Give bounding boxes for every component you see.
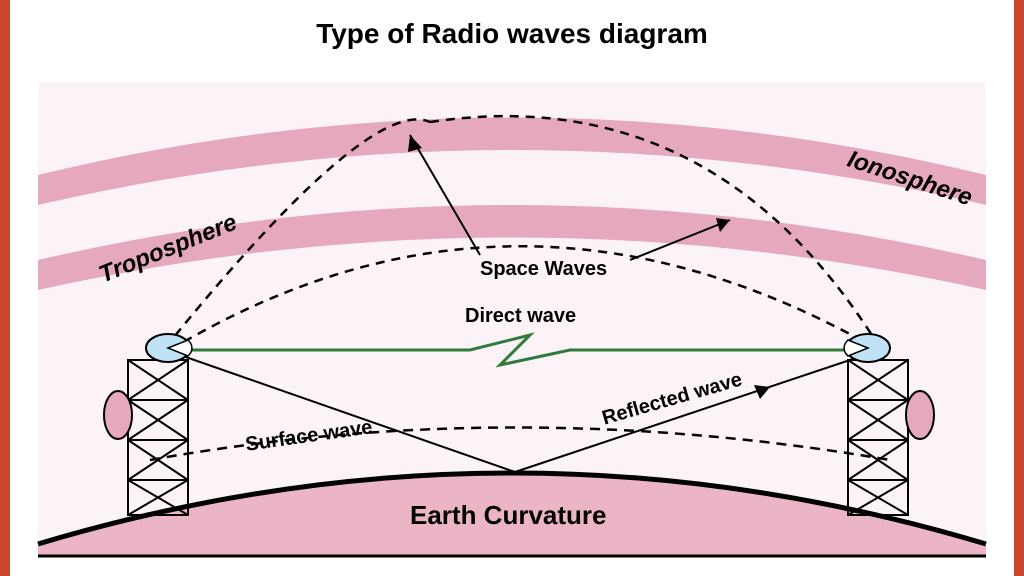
left-border [0,0,10,576]
label-earth-curvature: Earth Curvature [410,500,607,531]
side-antenna-left [104,391,132,439]
side-antenna-right [906,391,934,439]
diagram-canvas: Type of Radio waves diagram Diagramacade… [10,0,1014,576]
label-direct-wave: Direct wave [465,305,576,328]
right-border [1014,0,1024,576]
diagram-frame: Type of Radio waves diagram Diagramacade… [0,0,1024,576]
diagram-svg [10,0,1014,576]
label-space-waves: Space Waves [480,258,607,281]
